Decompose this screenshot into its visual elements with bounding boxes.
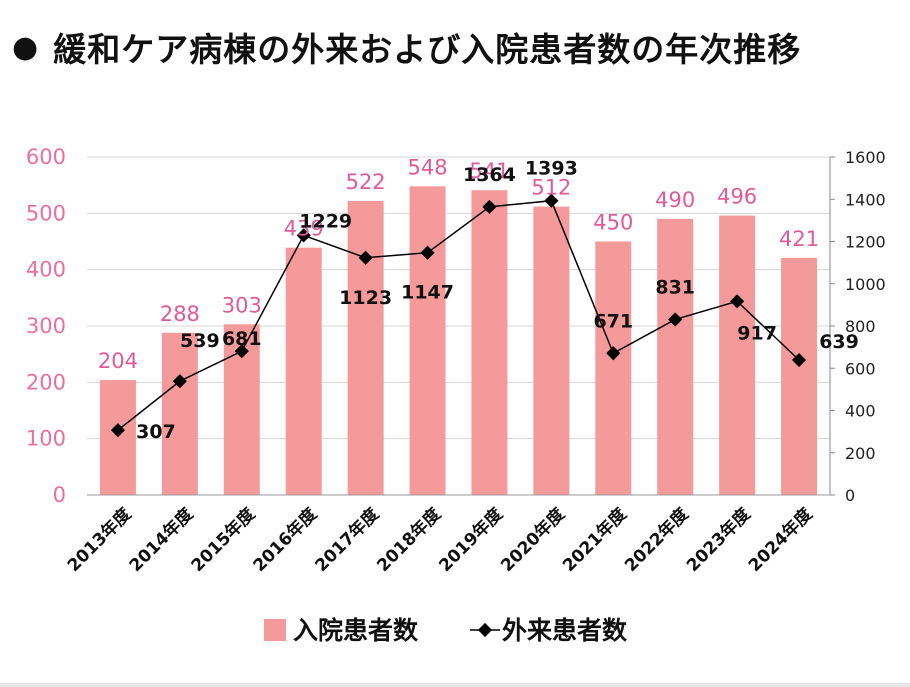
left-tick-label: 600	[26, 145, 66, 169]
bar-value-label: 548	[407, 155, 447, 179]
title-text: 緩和ケア病棟の外来および入院患者数の年次推移	[53, 30, 802, 69]
x-tick-label: 2014年度	[125, 503, 198, 576]
bar-value-label: 541	[469, 159, 509, 183]
bar-value-label: 496	[717, 185, 757, 209]
bar	[781, 257, 818, 495]
line-value-label: 1229	[299, 210, 352, 232]
bar	[347, 200, 384, 495]
bar	[99, 380, 136, 495]
right-tick-label: 600	[845, 359, 876, 378]
x-tick-label: 2023年度	[682, 503, 755, 576]
bar	[409, 186, 446, 495]
x-tick-label: 2021年度	[558, 503, 631, 576]
bar-value-label: 439	[284, 217, 324, 241]
bar	[161, 332, 198, 495]
line-marker	[296, 228, 311, 243]
line-marker	[668, 312, 683, 327]
legend-diamond-icon	[477, 622, 493, 638]
bar	[533, 206, 570, 495]
bar-value-label: 522	[346, 170, 386, 194]
line-series-outpatients	[110, 193, 807, 438]
line-value-label: 917	[737, 322, 777, 344]
line-value-label: 1364	[463, 164, 516, 186]
line-value-label: 671	[593, 310, 633, 332]
line-marker	[420, 245, 435, 260]
right-tick-label: 800	[845, 317, 876, 336]
x-tick-label: 2019年度	[435, 503, 508, 576]
left-tick-label: 400	[26, 258, 66, 282]
line-value-label: 1393	[525, 158, 578, 180]
left-tick-label: 300	[26, 314, 66, 338]
line-value-label: 307	[136, 421, 176, 443]
line-value-label: 681	[222, 328, 262, 350]
line-value-label: 831	[655, 276, 695, 298]
x-tick-label: 2020年度	[497, 503, 570, 576]
left-tick-label: 100	[26, 427, 66, 451]
bar-series-inpatients	[99, 186, 818, 495]
bar	[657, 218, 694, 495]
left-tick-label: 0	[53, 483, 66, 507]
left-tick-label: 200	[26, 370, 66, 394]
x-tick-label: 2013年度	[63, 503, 136, 576]
legend-label-inpatients: 入院患者数	[293, 616, 419, 645]
left-axis: 0 100 200 300 400 500 600	[26, 145, 66, 507]
x-tick-label: 2015年度	[187, 503, 260, 576]
bar	[471, 190, 508, 495]
right-tick-label: 400	[845, 402, 876, 421]
bar-data-labels: 204 288 303 439 522 548 541 512 450 490 496 421	[98, 155, 819, 373]
right-axis: 0 200 400 600 800 1000 1200 1400 1600	[829, 148, 886, 505]
line-data-labels: 307 539 681 1229 1123 1147 1364 1393 671 831 917 63…	[136, 158, 859, 443]
right-tick-label: 200	[845, 444, 876, 463]
right-tick-label: 1600	[845, 148, 886, 167]
bar-value-label: 450	[593, 211, 633, 235]
right-tick-label: 1000	[845, 275, 886, 294]
x-tick-label: 2022年度	[620, 503, 693, 576]
bar-value-label: 421	[779, 227, 819, 251]
series-line	[117, 199, 800, 431]
bar-value-label: 512	[531, 176, 571, 200]
legend: 入院患者数 外来患者数	[264, 616, 628, 645]
title-bullet-icon: ●	[12, 29, 40, 65]
slide-title: ● 緩和ケア病棟の外来および入院患者数の年次推移	[12, 22, 801, 72]
legend-label-outpatients: 外来患者数	[502, 616, 628, 645]
line-marker	[482, 199, 497, 214]
legend-bar-swatch	[264, 619, 286, 641]
bar-value-label: 303	[222, 293, 262, 317]
x-tick-label: 2018年度	[373, 503, 446, 576]
right-tick-label: 0	[845, 486, 855, 505]
x-tick-label: 2024年度	[744, 503, 817, 576]
bottom-divider	[0, 683, 910, 687]
line-marker	[730, 294, 745, 309]
line-marker	[544, 193, 559, 208]
right-tick-label: 1200	[845, 233, 886, 252]
bar-value-label: 204	[98, 349, 138, 373]
bar	[595, 241, 632, 495]
x-tick-label: 2016年度	[249, 503, 322, 576]
line-value-label: 639	[819, 331, 859, 353]
bar	[719, 215, 756, 495]
line-marker	[791, 352, 807, 368]
left-tick-label: 500	[26, 201, 66, 225]
x-axis: 2013年度2014年度2015年度2016年度2017年度2018年度2019…	[63, 494, 830, 576]
line-marker	[172, 374, 187, 389]
line-value-label: 539	[180, 330, 220, 352]
bar-value-label: 288	[160, 302, 200, 326]
x-tick-label: 2017年度	[311, 503, 384, 576]
line-marker	[234, 344, 249, 359]
line-marker	[606, 346, 621, 361]
bar	[285, 247, 322, 495]
line-value-label: 1147	[401, 282, 454, 304]
line-value-label: 1123	[339, 287, 392, 309]
line-marker	[110, 423, 126, 438]
right-tick-label: 1400	[845, 190, 886, 209]
bar-value-label: 490	[655, 188, 695, 212]
